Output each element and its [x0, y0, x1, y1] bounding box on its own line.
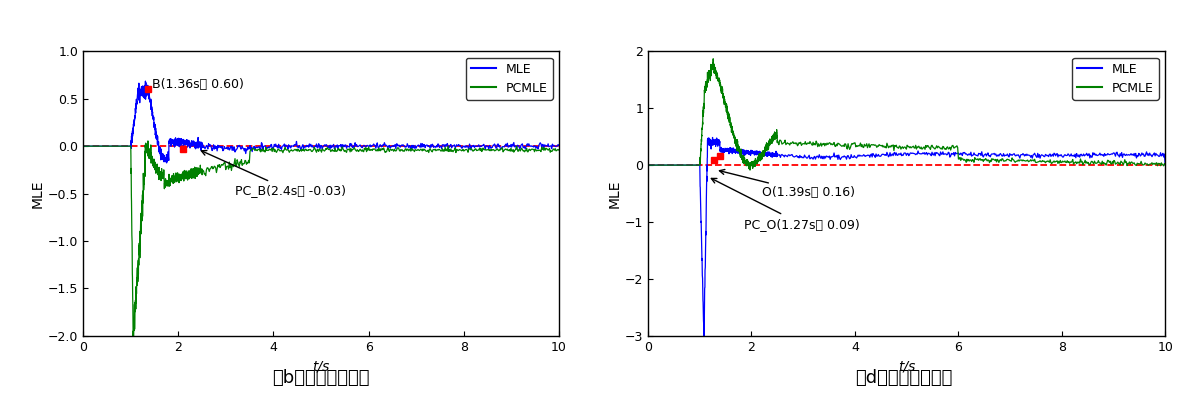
MLE: [641, 163, 655, 167]
Line: PCMLE: PCMLE: [83, 141, 559, 341]
MLE: [109, 144, 124, 149]
MLE: [346, 144, 360, 149]
MLE: [141, 97, 156, 102]
X-axis label: t/s: t/s: [898, 359, 916, 373]
PCMLE: [552, 148, 566, 152]
MLE: [697, 339, 711, 343]
MLE: [552, 143, 566, 148]
PCMLE: [641, 163, 655, 167]
MLE: [723, 148, 737, 153]
Text: O(1.39s， 0.16): O(1.39s， 0.16): [719, 169, 855, 199]
Y-axis label: MLE: MLE: [608, 179, 622, 208]
MLE: [1119, 153, 1133, 158]
PCMLE: [109, 144, 124, 149]
MLE: [515, 141, 529, 146]
PCMLE: [706, 56, 721, 61]
MLE: [138, 79, 152, 83]
MLE: [76, 144, 90, 149]
PCMLE: [1158, 162, 1172, 167]
MLE: [151, 144, 165, 149]
PCMLE: [141, 150, 156, 155]
PCMLE: [723, 121, 737, 126]
PCMLE: [140, 139, 155, 143]
MLE: [159, 160, 174, 165]
MLE: [750, 150, 765, 155]
MLE: [1158, 163, 1172, 167]
PCMLE: [712, 79, 726, 84]
Legend: MLE, PCMLE: MLE, PCMLE: [466, 58, 553, 100]
PCMLE: [76, 144, 90, 149]
Y-axis label: MLE: MLE: [31, 179, 45, 208]
PCMLE: [515, 147, 529, 152]
Text: PC_B(2.4s， -0.03): PC_B(2.4s， -0.03): [201, 150, 346, 198]
Legend: MLE, PCMLE: MLE, PCMLE: [1072, 58, 1159, 100]
Text: （d）电压失稳场景: （d）电压失稳场景: [855, 369, 952, 387]
PCMLE: [152, 171, 166, 176]
PCMLE: [176, 172, 190, 177]
PCMLE: [346, 147, 360, 151]
Text: （b）电压稳定场景: （b）电压稳定场景: [272, 369, 370, 387]
PCMLE: [743, 167, 757, 172]
MLE: [705, 135, 719, 140]
Line: MLE: MLE: [648, 137, 1165, 341]
Line: PCMLE: PCMLE: [648, 59, 1165, 170]
Text: PC_O(1.27s， 0.09): PC_O(1.27s， 0.09): [711, 179, 860, 231]
PCMLE: [677, 163, 691, 167]
PCMLE: [750, 158, 765, 163]
Text: B(1.36s， 0.60): B(1.36s， 0.60): [152, 78, 244, 91]
Line: MLE: MLE: [83, 81, 559, 163]
MLE: [677, 163, 691, 167]
MLE: [935, 152, 949, 156]
PCMLE: [1119, 160, 1133, 165]
PCMLE: [126, 339, 140, 343]
MLE: [176, 138, 190, 143]
X-axis label: t/s: t/s: [313, 359, 329, 373]
MLE: [712, 143, 726, 147]
PCMLE: [935, 147, 949, 152]
